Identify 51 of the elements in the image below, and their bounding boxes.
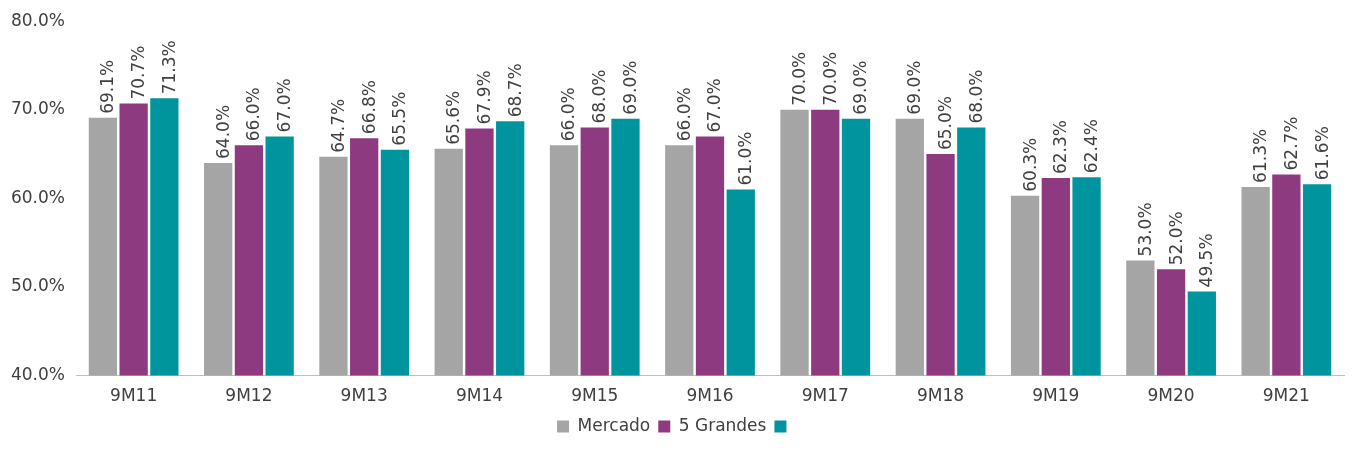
- y-tick-label: 60.0%: [10, 186, 65, 207]
- x-tick-label: 9M18: [916, 385, 965, 406]
- data-label: 68.0%: [965, 69, 986, 124]
- y-tick-label: 70.0%: [10, 98, 65, 119]
- data-label: 67.0%: [704, 78, 725, 133]
- legend-label: 5 Grandes: [678, 414, 767, 435]
- data-label: 49.5%: [1196, 233, 1217, 288]
- y-tick-label: 80.0%: [10, 9, 65, 30]
- data-label: 61.6%: [1311, 126, 1332, 181]
- data-label: 52.0%: [1165, 211, 1186, 266]
- data-label: 70.7%: [128, 45, 149, 100]
- data-label: 61.3%: [1250, 128, 1271, 183]
- y-tick-label: 40.0%: [10, 364, 65, 385]
- data-label: 65.5%: [389, 91, 410, 146]
- data-label: 69.0%: [619, 60, 640, 115]
- x-tick-label: 9M13: [340, 385, 388, 406]
- data-label: 67.0%: [274, 78, 295, 133]
- data-label: 69.0%: [850, 60, 871, 115]
- data-label: 62.7%: [1280, 116, 1301, 171]
- data-label: 69.0%: [904, 60, 925, 115]
- data-label: 60.3%: [1019, 137, 1040, 192]
- legend-label: Mercado: [577, 414, 651, 435]
- data-label: 68.0%: [589, 69, 610, 124]
- data-label: 69.1%: [97, 59, 118, 114]
- x-tick-label: 9M21: [1262, 385, 1310, 406]
- x-tick-label: 9M16: [686, 385, 734, 406]
- x-tick-label: 9M17: [801, 385, 849, 406]
- data-label: 62.3%: [1050, 120, 1071, 175]
- data-label: 62.4%: [1080, 119, 1101, 174]
- x-tick-label: 9M15: [571, 385, 619, 406]
- data-label: 66.0%: [558, 87, 579, 142]
- x-tick-label: 9M19: [1032, 385, 1080, 406]
- data-label: 66.8%: [358, 80, 379, 135]
- x-tick-label: 9M20: [1147, 385, 1195, 406]
- x-tick-label: 9M12: [225, 385, 273, 406]
- data-label: 71.3%: [158, 40, 179, 95]
- data-label: 66.0%: [243, 87, 264, 142]
- x-tick-label: 9M11: [110, 385, 158, 406]
- data-label: 68.7%: [504, 63, 525, 118]
- data-label: 66.0%: [673, 87, 694, 142]
- data-label: 65.0%: [934, 96, 955, 151]
- data-label: 65.6%: [443, 90, 464, 145]
- data-label: 64.0%: [212, 104, 233, 159]
- data-label: 67.9%: [473, 70, 494, 125]
- y-tick-label: 50.0%: [10, 275, 65, 296]
- data-label: 70.0%: [788, 51, 809, 106]
- data-label: 64.7%: [327, 98, 348, 153]
- data-label: 61.0%: [735, 131, 756, 186]
- data-label: 70.0%: [819, 51, 840, 106]
- x-tick-label: 9M14: [455, 385, 504, 406]
- data-label: 53.0%: [1134, 202, 1155, 257]
